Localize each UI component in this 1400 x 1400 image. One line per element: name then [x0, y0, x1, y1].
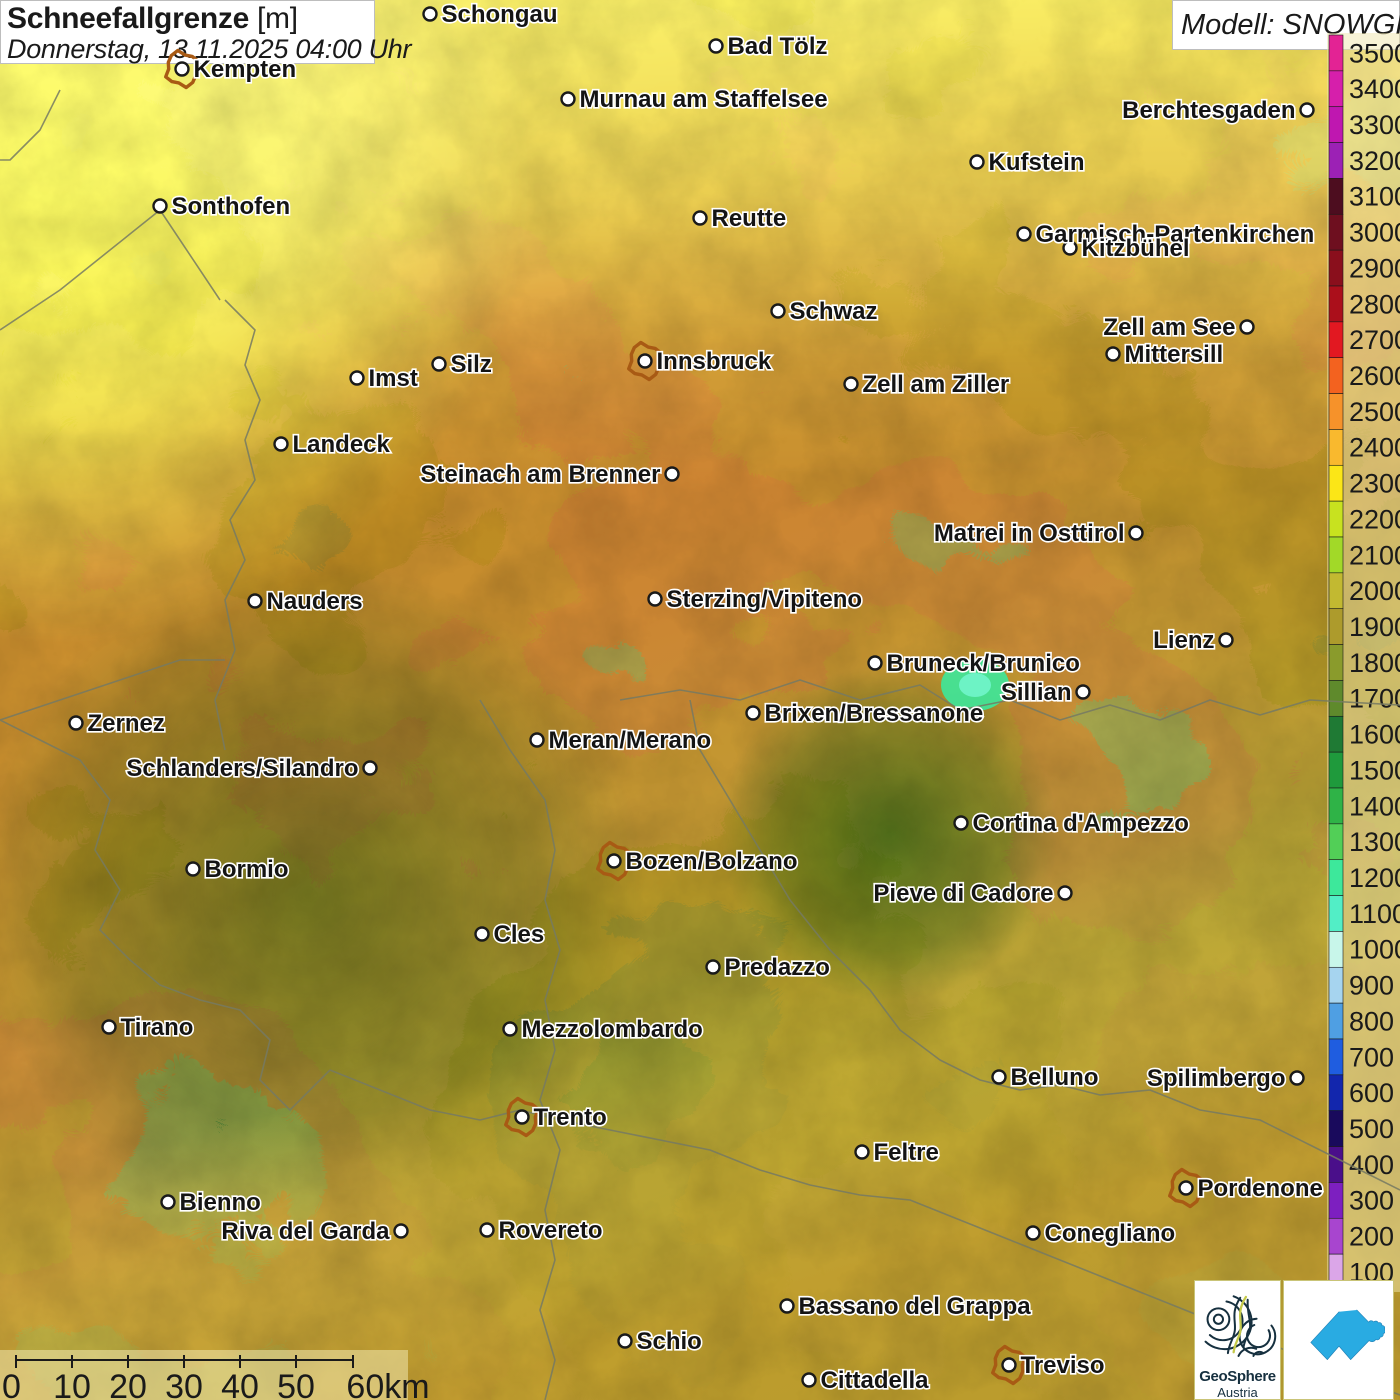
svg-text:Lienz: Lienz [1153, 627, 1214, 654]
svg-text:Mezzolombardo: Mezzolombardo [522, 1016, 703, 1043]
svg-text:Matrei in Osttirol: Matrei in Osttirol [934, 520, 1125, 547]
svg-text:Bozen/Bolzano: Bozen/Bolzano [626, 848, 798, 875]
svg-text:Mittersill: Mittersill [1125, 341, 1224, 368]
svg-text:Spilimbergo: Spilimbergo [1147, 1065, 1286, 1092]
svg-text:Predazzo: Predazzo [725, 954, 830, 981]
svg-text:Sillian: Sillian [1001, 679, 1072, 706]
svg-text:Innsbruck: Innsbruck [657, 348, 772, 375]
svg-text:Schio: Schio [637, 1328, 702, 1355]
svg-text:Zell am Ziller: Zell am Ziller [863, 371, 1010, 398]
svg-text:Silz: Silz [451, 351, 492, 378]
svg-text:Belluno: Belluno [1011, 1064, 1099, 1091]
svg-text:Zernez: Zernez [88, 710, 165, 737]
svg-text:Berchtesgaden: Berchtesgaden [1122, 97, 1295, 124]
svg-text:Schwaz: Schwaz [790, 298, 878, 325]
svg-text:Pordenone: Pordenone [1198, 1175, 1323, 1202]
svg-text:Reutte: Reutte [712, 205, 787, 232]
svg-text:Bienno: Bienno [180, 1189, 261, 1216]
svg-text:Kufstein: Kufstein [989, 149, 1085, 176]
svg-text:Steinach am Brenner: Steinach am Brenner [420, 461, 660, 488]
svg-text:Pieve di Cadore: Pieve di Cadore [873, 880, 1053, 907]
svg-text:Bruneck/Brunico: Bruneck/Brunico [887, 650, 1080, 677]
svg-text:Schongau: Schongau [442, 1, 558, 28]
svg-text:Cortina d'Ampezzo: Cortina d'Ampezzo [973, 810, 1189, 837]
svg-text:Cittadella: Cittadella [821, 1367, 930, 1394]
svg-text:Sterzing/Vipiteno: Sterzing/Vipiteno [667, 586, 863, 613]
svg-text:Tirano: Tirano [121, 1014, 194, 1041]
svg-text:Bassano del Grappa: Bassano del Grappa [799, 1293, 1032, 1320]
svg-text:Imst: Imst [369, 365, 418, 392]
svg-text:Sonthofen: Sonthofen [172, 193, 291, 220]
svg-text:Conegliano: Conegliano [1045, 1220, 1176, 1247]
svg-text:Rovereto: Rovereto [499, 1217, 603, 1244]
svg-text:Brixen/Bressanone: Brixen/Bressanone [765, 700, 984, 727]
svg-text:Riva del Garda: Riva del Garda [221, 1218, 390, 1245]
svg-text:Meran/Merano: Meran/Merano [549, 727, 712, 754]
svg-text:Bormio: Bormio [205, 856, 289, 883]
svg-text:Landeck: Landeck [293, 431, 391, 458]
svg-text:Zell am See: Zell am See [1103, 314, 1235, 341]
svg-text:Treviso: Treviso [1021, 1352, 1105, 1379]
svg-text:Murnau am Staffelsee: Murnau am Staffelsee [580, 86, 828, 113]
svg-text:Nauders: Nauders [267, 588, 363, 615]
svg-text:Schlanders/Silandro: Schlanders/Silandro [126, 755, 358, 782]
svg-text:Trento: Trento [534, 1104, 607, 1131]
svg-text:Bad Tölz: Bad Tölz [728, 33, 828, 60]
svg-text:Cles: Cles [494, 921, 545, 948]
svg-text:Kitzbühel: Kitzbühel [1082, 235, 1190, 262]
svg-text:Kempten: Kempten [194, 56, 297, 83]
svg-text:Feltre: Feltre [874, 1139, 939, 1166]
